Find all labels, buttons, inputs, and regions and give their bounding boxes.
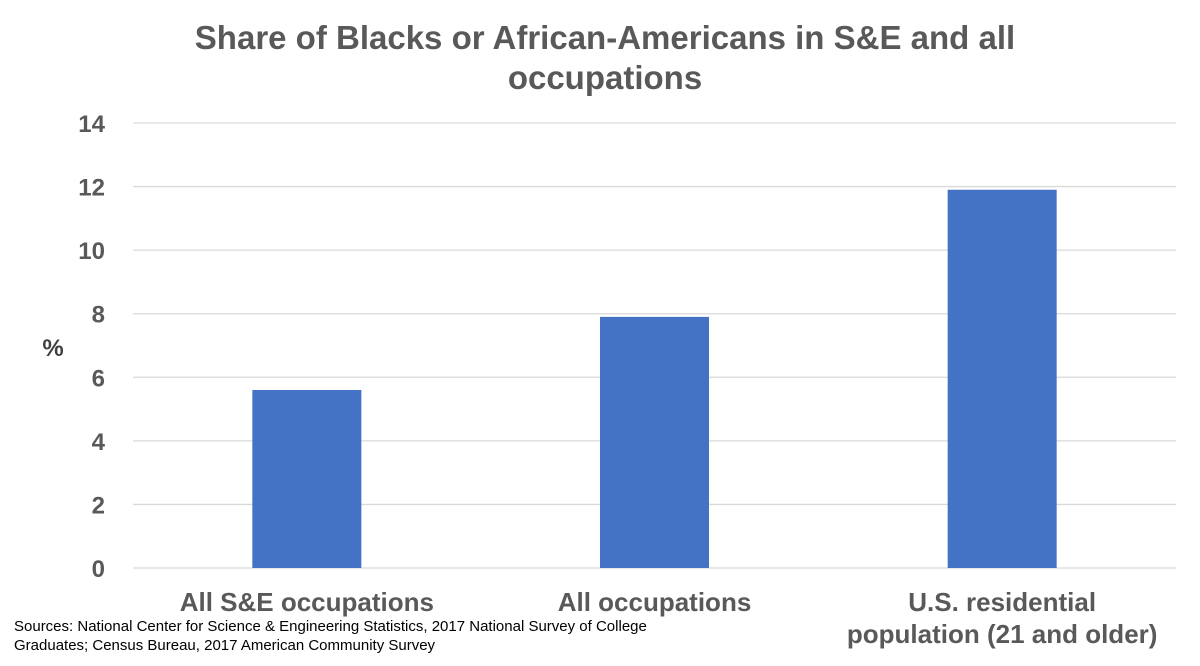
x-category-label: U.S. residential: [908, 587, 1096, 617]
y-tick-label: 12: [78, 175, 105, 202]
x-category-label: population (21 and older): [847, 619, 1158, 649]
y-tick-label: 8: [92, 302, 105, 329]
source-note: Sources: National Center for Science & E…: [14, 618, 647, 654]
chart-title: Share of Blacks or African-Americans in …: [194, 19, 1016, 96]
y-tick-label: 2: [92, 492, 105, 519]
bar: [947, 189, 1057, 568]
bar: [600, 316, 709, 568]
y-tick-label: 10: [78, 238, 105, 265]
y-axis-ticks: 0 2 4 6 8 10 12 14: [78, 111, 105, 583]
y-tick-label: 0: [92, 556, 105, 583]
y-axis-label: %: [42, 335, 63, 362]
x-category-label: All S&E occupations: [180, 587, 434, 617]
x-category-label: All occupations: [558, 587, 752, 617]
bars: [252, 189, 1057, 568]
y-tick-label: 14: [78, 111, 105, 138]
y-tick-label: 6: [92, 365, 105, 392]
bar: [252, 390, 362, 568]
y-tick-label: 4: [92, 429, 106, 456]
x-axis-categories: All S&E occupations All occupations U.S. r…: [180, 587, 1158, 649]
